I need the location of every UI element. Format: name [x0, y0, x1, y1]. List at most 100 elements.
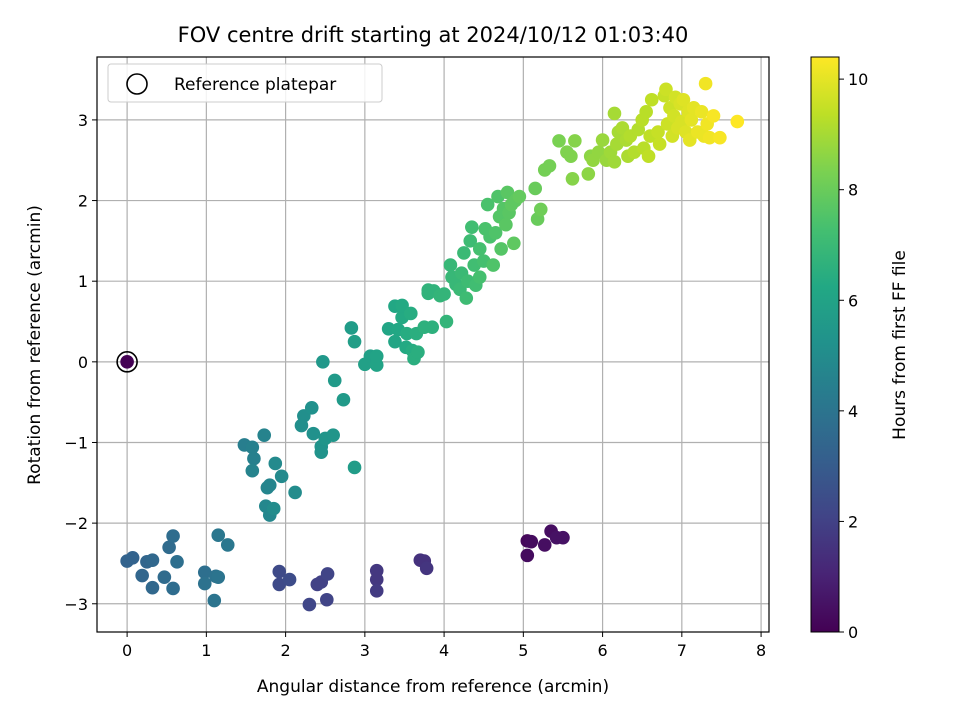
data-point	[347, 460, 362, 475]
x-tick-label: 5	[518, 641, 528, 660]
data-point	[162, 540, 176, 555]
data-point	[220, 538, 235, 552]
colorbar-tick-label: 6	[848, 291, 858, 310]
y-tick-label: 0	[78, 353, 88, 372]
data-point	[272, 577, 287, 592]
colorbar-tick-label: 2	[848, 512, 858, 531]
data-point	[310, 577, 325, 592]
data-point	[499, 217, 513, 232]
data-point	[459, 291, 474, 305]
legend-box	[107, 63, 383, 103]
data-point	[388, 334, 402, 349]
x-axis-label: Angular distance from reference (arcmin)	[257, 677, 609, 697]
data-point	[524, 534, 539, 549]
data-point	[651, 125, 665, 139]
data-point	[411, 345, 425, 359]
data-point	[400, 326, 414, 341]
x-tick-label: 3	[360, 641, 370, 660]
data-point	[336, 392, 351, 407]
data-point	[327, 373, 342, 388]
x-tick-label: 2	[281, 641, 291, 660]
data-point	[706, 109, 721, 123]
data-point	[395, 298, 409, 313]
data-point	[197, 565, 212, 580]
colorbar-tick-label: 10	[848, 70, 868, 89]
grid-lines	[97, 57, 769, 632]
data-point	[652, 137, 667, 151]
data-point	[274, 469, 289, 484]
data-point	[552, 134, 566, 148]
colorbar	[810, 56, 840, 633]
data-point	[120, 355, 134, 369]
data-point	[304, 401, 319, 415]
data-point	[266, 501, 281, 516]
data-point	[125, 551, 140, 565]
chart-title: FOV centre drift starting at 2024/10/12 …	[178, 23, 689, 47]
data-point	[607, 155, 622, 169]
legend-marker-icon	[126, 73, 148, 95]
data-point	[698, 76, 713, 91]
data-points	[120, 76, 745, 612]
colorbar-ticks: 0 2 4 6 8 10	[839, 70, 868, 642]
y-tick-label: −3	[64, 595, 88, 614]
data-point	[344, 321, 359, 335]
data-point	[419, 561, 434, 576]
colorbar-label: Hours from first FF file	[890, 250, 910, 440]
data-point	[288, 485, 302, 500]
data-point	[684, 113, 699, 127]
data-point	[480, 197, 495, 212]
data-point	[282, 572, 297, 587]
data-point	[260, 480, 275, 495]
data-point	[639, 105, 653, 119]
data-point	[316, 355, 330, 369]
data-point	[533, 202, 548, 217]
data-point	[512, 189, 527, 204]
data-point	[245, 463, 260, 478]
data-point	[659, 82, 673, 97]
y-axis-ticks: −3 −2 −1 0 1 2 3	[64, 111, 97, 614]
y-axis-label: Rotation from reference (arcmin)	[25, 205, 45, 485]
data-point	[730, 114, 745, 129]
data-point	[641, 149, 656, 163]
data-point	[247, 451, 261, 466]
data-point	[702, 130, 717, 145]
data-point	[404, 306, 418, 321]
x-tick-label: 6	[597, 641, 607, 660]
data-point	[369, 572, 384, 587]
data-point	[556, 530, 570, 545]
data-point	[568, 134, 582, 148]
data-point	[520, 548, 535, 563]
data-point	[465, 220, 479, 234]
data-point	[197, 576, 212, 591]
data-point	[166, 581, 180, 596]
data-point	[369, 349, 384, 363]
data-point	[211, 528, 226, 543]
y-tick-label: 2	[78, 192, 88, 211]
data-point	[676, 92, 691, 107]
reference-platepar-marker	[116, 351, 138, 373]
data-point	[145, 580, 160, 595]
data-point	[326, 428, 340, 443]
data-point	[472, 242, 487, 256]
colorbar-tick-label: 0	[848, 623, 858, 642]
data-point	[135, 568, 149, 583]
data-point	[369, 584, 384, 598]
data-point	[644, 92, 659, 107]
x-tick-label: 7	[677, 641, 687, 660]
colorbar-tick-label: 4	[848, 402, 858, 421]
data-point	[211, 570, 226, 584]
data-point	[581, 167, 596, 181]
y-tick-label: 1	[78, 272, 88, 291]
data-point	[488, 226, 503, 240]
data-point	[320, 592, 334, 607]
x-tick-label: 8	[756, 641, 766, 660]
data-point	[528, 181, 543, 196]
data-point	[472, 270, 487, 284]
legend: Reference platepar	[107, 63, 383, 103]
data-point	[713, 130, 727, 145]
data-point	[314, 445, 329, 459]
plot-area	[97, 57, 769, 632]
data-point	[437, 287, 451, 301]
x-tick-label: 0	[122, 641, 132, 660]
